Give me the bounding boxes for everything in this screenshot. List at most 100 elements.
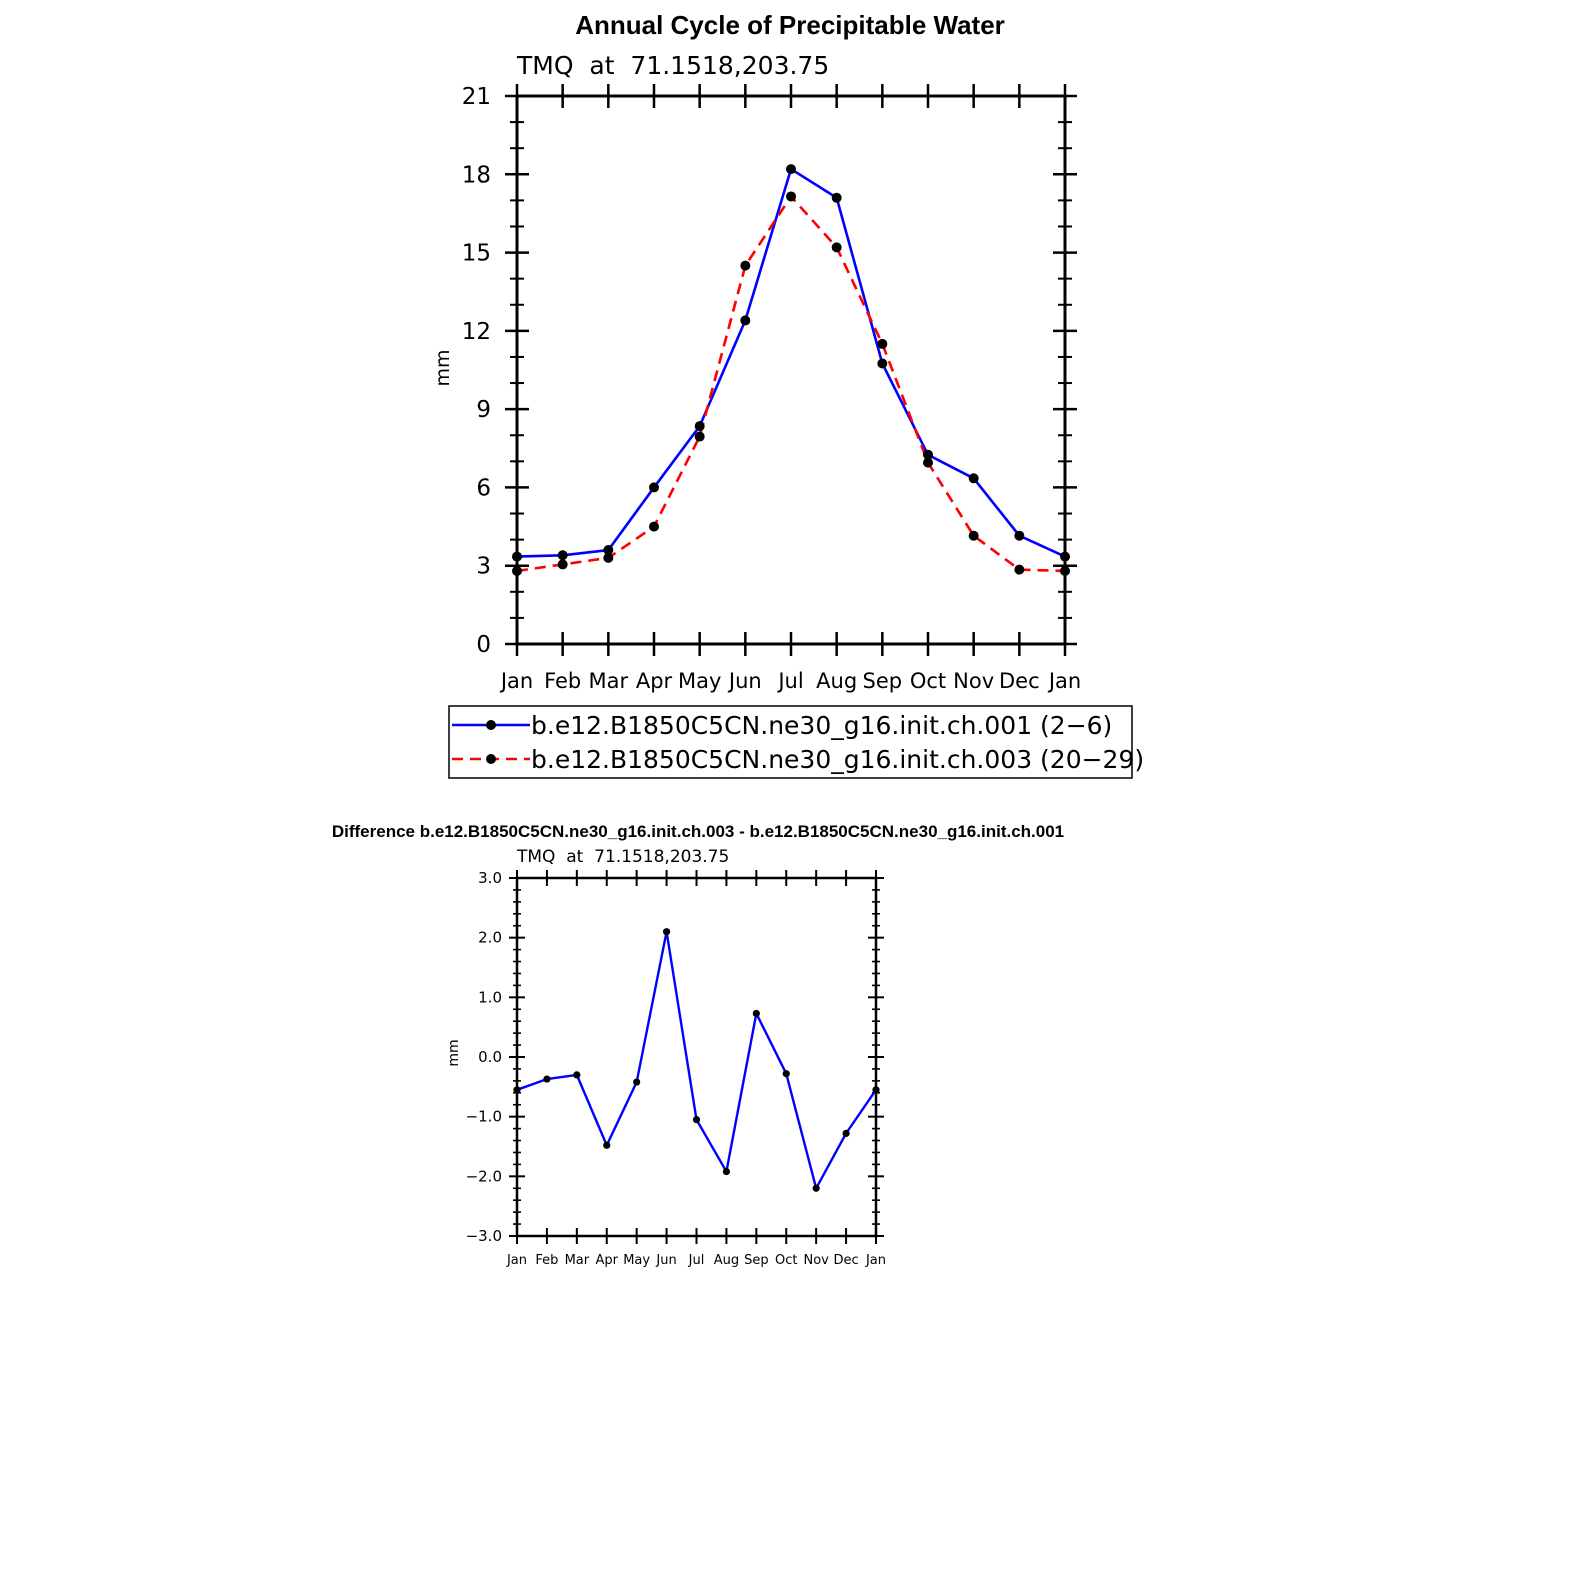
series-1-point <box>513 1086 521 1094</box>
series-1-point <box>543 1075 551 1083</box>
diff-chart-title: Difference b.e12.B1850C5CN.ne30_g16.init… <box>332 822 1064 841</box>
series-2-point <box>923 457 933 468</box>
x-tick-label: May <box>678 669 721 693</box>
series-1-point <box>968 473 979 484</box>
legend-marker-series-2 <box>486 754 496 764</box>
plot-frame <box>515 876 878 1238</box>
annual-cycle-chart: Annual Cycle of Precipitable Water TMQ a… <box>432 10 1144 779</box>
y-tick-label: 0 <box>476 632 491 658</box>
x-tick-label: Jan <box>1047 669 1081 693</box>
y-tick-label: 9 <box>476 397 491 423</box>
series-1-point <box>752 1009 760 1018</box>
y-tick-label: 0.0 <box>478 1048 502 1066</box>
legend-marker-series-1 <box>486 720 496 730</box>
x-tick-label: Jan <box>506 1253 527 1268</box>
x-tick-label: Feb <box>535 1253 558 1268</box>
x-tick-label: May <box>623 1253 650 1268</box>
y-tick-label: 15 <box>462 241 491 267</box>
x-tick-label: Oct <box>775 1253 797 1268</box>
x-tick-label: Nov <box>953 669 994 693</box>
series-1-point <box>872 1086 880 1094</box>
x-tick-label: Sep <box>744 1253 769 1268</box>
x-tick-label: Aug <box>816 669 857 693</box>
series-1-point <box>649 482 659 493</box>
series-1-point <box>1014 530 1025 541</box>
plot-frame <box>515 94 1067 646</box>
y-tick-label: 3.0 <box>478 869 502 887</box>
series-1-point <box>831 192 842 203</box>
series-1-point <box>1060 551 1070 562</box>
y-tick-label: 21 <box>462 84 491 110</box>
series-1-point <box>722 1167 731 1176</box>
series-line-1 <box>516 167 1066 558</box>
diff-plot-series <box>513 928 880 1192</box>
series-1-point <box>923 449 933 460</box>
diff-plot-axes: Jan Feb Mar Apr May Jun Jul Aug Sep Oct Nov Dec Jan−… <box>466 869 886 1268</box>
series-1-point <box>603 1141 611 1149</box>
plot-axes: Jan Feb Mar Apr May Jun Jul Aug Sep Oct Nov Dec Jan 0… <box>462 84 1081 693</box>
y-axis-label: mm <box>432 349 454 386</box>
x-tick-label: Nov <box>803 1253 829 1268</box>
difference-chart: Difference b.e12.B1850C5CN.ne30_g16.init… <box>332 822 1064 1268</box>
legend: b.e12.B1850C5CN.ne30_g16.init.ch.001 (2−… <box>448 705 1144 779</box>
series-2-point <box>557 559 568 570</box>
series-1-point <box>812 1184 820 1192</box>
y-tick-label: −3.0 <box>466 1227 502 1245</box>
x-tick-label: Oct <box>910 669 946 693</box>
x-tick-label: Jun <box>727 669 762 693</box>
x-tick-label: Apr <box>636 669 673 693</box>
series-2-point <box>877 338 888 349</box>
x-tick-label: Jul <box>688 1253 705 1268</box>
series-1-point <box>557 550 568 561</box>
x-tick-label: Jan <box>865 1253 886 1268</box>
y-tick-label: 18 <box>462 162 491 188</box>
series-1-point <box>662 928 671 936</box>
series-1-point <box>694 421 705 432</box>
x-tick-label: Mar <box>589 669 629 693</box>
x-tick-label: Mar <box>565 1253 590 1268</box>
series-1-point <box>692 1116 701 1124</box>
plot-series <box>512 164 1070 576</box>
x-tick-label: Dec <box>999 669 1040 693</box>
y-tick-label: 6 <box>476 475 491 501</box>
chart-title: Annual Cycle of Precipitable Water <box>575 10 1005 40</box>
y-tick-label: 2.0 <box>478 929 502 947</box>
x-tick-label: Jul <box>776 669 803 693</box>
series-1-point <box>603 545 614 556</box>
x-tick-label: Jun <box>655 1253 676 1268</box>
x-tick-label: Dec <box>834 1253 859 1268</box>
series-2-point <box>512 565 522 576</box>
series-2-point <box>649 521 659 532</box>
series-2-point <box>694 431 705 442</box>
y-tick-label: −1.0 <box>466 1108 502 1126</box>
series-1-point <box>633 1078 641 1086</box>
series-2-point <box>603 552 614 563</box>
y-tick-label: 12 <box>462 319 491 345</box>
series-2-point <box>1060 565 1070 576</box>
chart-subtitle: TMQ at 71.1518,203.75 <box>516 51 829 80</box>
series-1-point <box>842 1129 850 1137</box>
series-1-point <box>782 1070 790 1078</box>
series-2-point <box>740 260 751 271</box>
x-tick-label: Jan <box>499 669 533 693</box>
y-tick-label: −2.0 <box>466 1167 502 1185</box>
series-2-point <box>831 242 842 253</box>
legend-label-series-1: b.e12.B1850C5CN.ne30_g16.init.ch.001 (2−… <box>531 711 1112 740</box>
series-1-point <box>877 358 888 369</box>
series-1-point <box>512 551 522 562</box>
y-tick-label: 1.0 <box>478 988 502 1006</box>
series-2-point <box>786 191 796 202</box>
y-tick-label: 3 <box>476 554 491 580</box>
series-2-point <box>1014 564 1025 575</box>
diff-chart-subtitle: TMQ at 71.1518,203.75 <box>516 847 729 867</box>
series-1-point <box>740 315 751 326</box>
diff-y-axis-label: mm <box>446 1039 462 1066</box>
x-tick-label: Aug <box>714 1253 739 1268</box>
x-tick-label: Feb <box>544 669 581 693</box>
series-1-point <box>786 164 796 175</box>
series-2-point <box>968 530 979 541</box>
series-line-2 <box>516 195 1066 573</box>
series-line-1 <box>516 930 877 1190</box>
legend-box <box>448 705 1133 779</box>
